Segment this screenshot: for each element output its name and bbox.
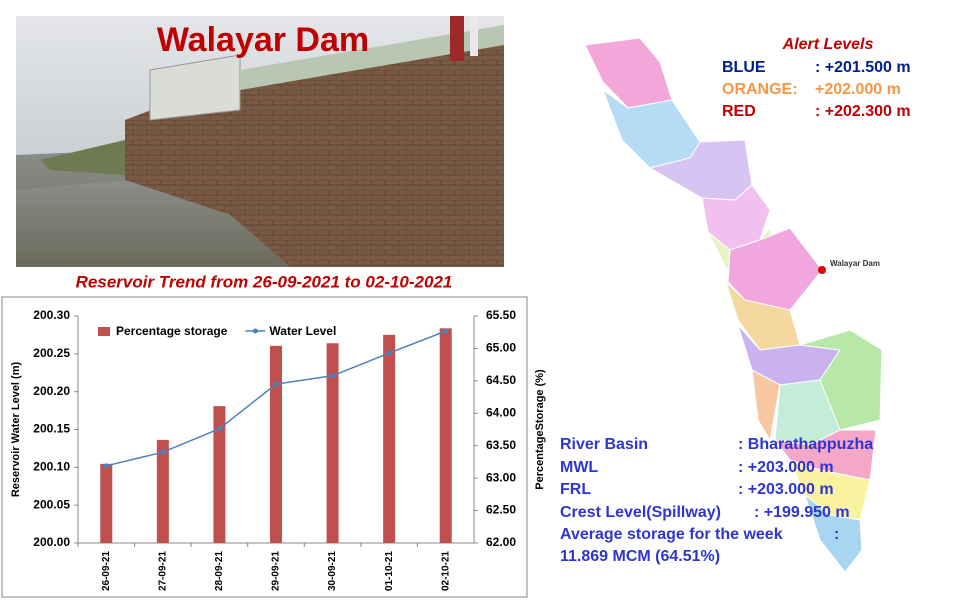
bar	[439, 328, 452, 543]
y-axis-label: Reservoir Water Level (m)	[10, 362, 22, 498]
map-district	[751, 369, 781, 442]
x-tick-label: 27-09-21	[157, 551, 168, 591]
map-label: Walayar Dam	[830, 259, 880, 268]
bar	[326, 343, 339, 543]
info-label: Average storage for the week	[560, 526, 783, 543]
y-tick-label: 200.15	[33, 422, 70, 436]
y2-tick-label: 63.50	[486, 438, 516, 452]
bar	[270, 345, 282, 543]
y2-axis-label: PercentageStorage (%)	[534, 369, 546, 490]
alert-label: RED	[722, 103, 756, 120]
alert-label: BLUE	[722, 59, 766, 76]
dam-info: River Basin : Bharathappuzha MWL : +203.…	[560, 436, 873, 565]
bar	[213, 406, 226, 543]
y-tick-label: 200.10	[33, 460, 70, 474]
info-label: River Basin	[560, 436, 648, 453]
legend-swatch	[252, 328, 258, 334]
alert-value: : +202.300 m	[815, 103, 911, 120]
point	[330, 373, 336, 379]
dam-title: Walayar Dam	[157, 21, 369, 59]
y-tick-label: 200.20	[33, 384, 70, 398]
point	[273, 381, 279, 387]
alert-title: Alert Levels	[782, 36, 874, 53]
info-value: : Bharathappuzha	[738, 436, 873, 453]
y2-tick-label: 62.50	[486, 503, 516, 517]
point	[443, 328, 449, 334]
y-tick-label: 200.25	[33, 346, 70, 360]
map-district	[584, 37, 673, 109]
alert-levels: BLUE : +201.500 m ORANGE: +202.000 m RED…	[722, 59, 911, 120]
y2-tick-label: 62.00	[486, 535, 516, 549]
y2-tick-label: 65.00	[486, 341, 516, 355]
chart-frame	[1, 296, 528, 598]
point	[103, 463, 109, 469]
point	[386, 350, 392, 356]
bar	[100, 463, 113, 543]
info-label: Crest Level(Spillway)	[560, 504, 721, 521]
y2-tick-label: 65.50	[486, 308, 516, 322]
x-tick-label: 28-09-21	[214, 551, 225, 591]
x-tick-label: 01-10-21	[384, 551, 395, 591]
info-value: : +203.000 m	[738, 459, 834, 476]
y2-tick-label: 64.00	[486, 405, 516, 419]
legend-swatch	[98, 327, 110, 336]
info-value: : +199.950 m	[754, 504, 850, 521]
kerala-map	[584, 37, 883, 573]
map-district	[803, 493, 863, 573]
chart-title: Reservoir Trend from 26-09-2021 to 02-10…	[76, 272, 453, 291]
dam-marker	[818, 266, 826, 274]
y2-tick-label: 64.50	[486, 373, 516, 387]
point	[160, 449, 166, 455]
legend-label: Water Level	[269, 324, 336, 338]
map-district	[799, 329, 883, 431]
info-value: :	[834, 526, 839, 543]
x-tick-label: 30-09-21	[327, 551, 338, 591]
x-tick-label: 02-10-21	[440, 551, 451, 591]
y-tick-label: 200.30	[33, 308, 70, 322]
y-tick-label: 200.00	[33, 535, 70, 549]
legend-label: Percentage storage	[116, 324, 228, 338]
dam-photo	[16, 16, 504, 267]
y2-tick-label: 63.00	[486, 470, 516, 484]
bar	[383, 334, 396, 543]
bar	[156, 439, 169, 543]
y-tick-label: 200.05	[33, 497, 70, 511]
x-tick-label: 26-09-21	[101, 551, 112, 591]
point	[216, 426, 222, 432]
alert-value: +202.000 m	[815, 81, 901, 98]
alert-value: : +201.500 m	[815, 59, 911, 76]
x-tick-label: 29-09-21	[271, 551, 282, 591]
info-value: : +203.000 m	[738, 481, 834, 498]
alert-label: ORANGE:	[722, 81, 798, 98]
map-district	[727, 227, 823, 311]
info-label: MWL	[560, 459, 598, 476]
info-note: 11.869 MCM (64.51%)	[560, 548, 720, 565]
info-label: FRL	[560, 481, 591, 498]
